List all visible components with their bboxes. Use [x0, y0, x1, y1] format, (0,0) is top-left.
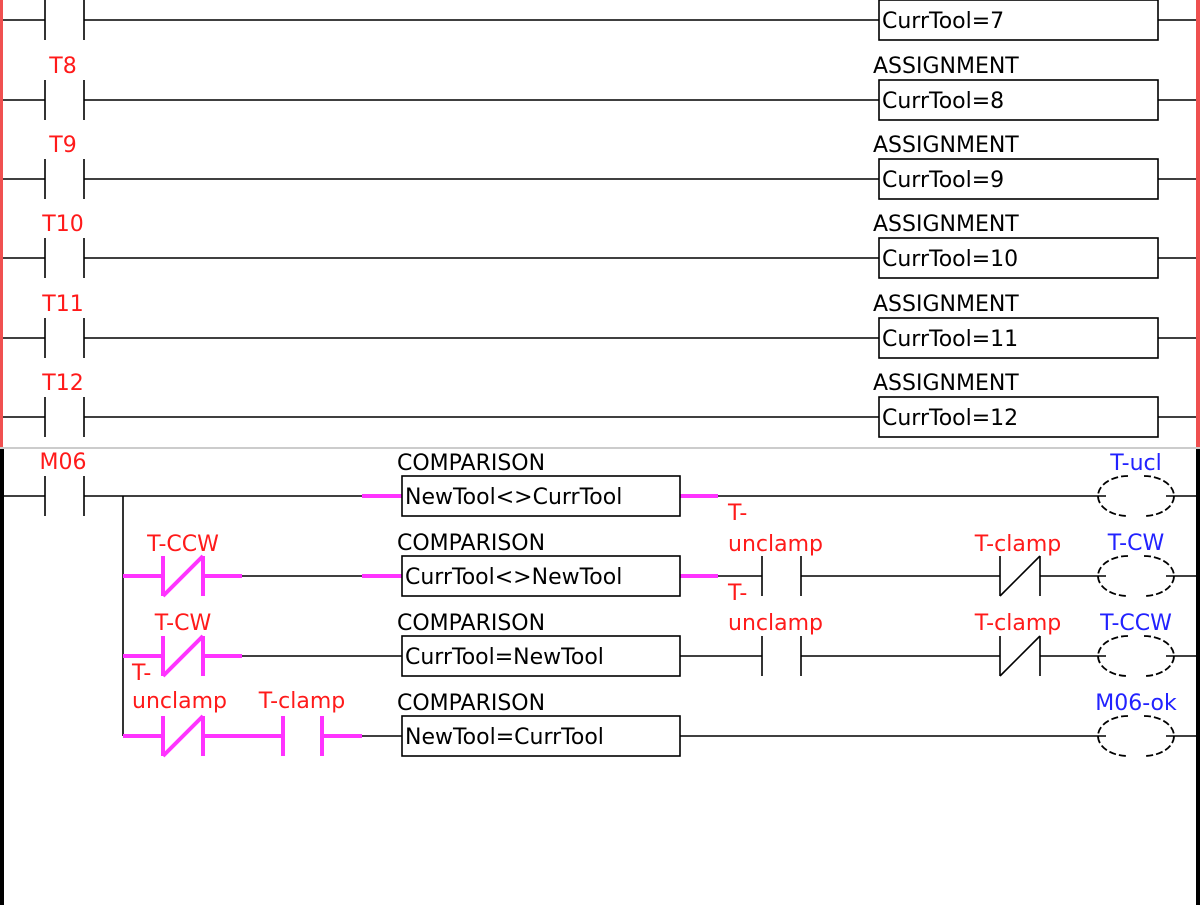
- contact-t-unclamp[interactable]: [760, 634, 803, 678]
- contact-label: T9: [48, 133, 76, 158]
- comparison-block[interactable]: [401, 715, 681, 757]
- block-type-label: ASSIGNMENT: [873, 212, 1019, 237]
- block-expression: CurrTool=9: [882, 168, 1004, 193]
- contact-label: M06: [40, 450, 87, 475]
- left-power-rail: [0, 449, 4, 905]
- coil-arc-right: [1143, 475, 1175, 517]
- coil-arc-right: [1143, 715, 1175, 757]
- left-power-rail: [0, 0, 3, 447]
- coil-arc-right: [1143, 635, 1175, 677]
- coil-arc-left: [1097, 715, 1129, 757]
- block-type-label: COMPARISON: [397, 691, 545, 716]
- contact-label: T-: [727, 581, 747, 606]
- assignment-block[interactable]: [878, 79, 1159, 121]
- contact-slash: [161, 714, 205, 758]
- coil-label: T-CW: [1107, 531, 1165, 556]
- contact-label: unclamp: [728, 611, 823, 636]
- block-type-label: ASSIGNMENT: [873, 371, 1019, 396]
- contact-t-unclamp[interactable]: [760, 554, 803, 598]
- block-expression: CurrTool=7: [882, 9, 1004, 34]
- contact-T9[interactable]: [43, 157, 86, 201]
- coil-arc-left: [1097, 555, 1129, 597]
- block-expression: CurrTool=NewTool: [405, 645, 604, 670]
- contact-t-clamp[interactable]: [998, 554, 1042, 598]
- contact-T10[interactable]: [43, 236, 86, 280]
- coil-arc-right: [1143, 555, 1175, 597]
- block-expression: NewTool=CurrTool: [405, 725, 604, 750]
- coil-label: M06-ok: [1095, 691, 1177, 716]
- contact-T8[interactable]: [43, 78, 86, 122]
- contact-label: T8: [48, 54, 76, 79]
- block-type-label: COMPARISON: [397, 531, 545, 556]
- contact-label: unclamp: [728, 532, 823, 557]
- block-expression: CurrTool=8: [882, 89, 1004, 114]
- coil-t-ucl[interactable]: [1105, 474, 1167, 518]
- coil-arc-left: [1097, 475, 1129, 517]
- block-type-label: ASSIGNMENT: [873, 133, 1019, 158]
- contact-t-unclamp[interactable]: [161, 714, 205, 758]
- assignment-block[interactable]: [878, 0, 1159, 41]
- contact-label: unclamp: [132, 689, 227, 714]
- contact-t-cw[interactable]: [161, 634, 205, 678]
- contact-t7[interactable]: [43, 0, 86, 42]
- contact-slash: [999, 555, 1041, 597]
- comparison-block[interactable]: [401, 475, 681, 517]
- contact-slash: [999, 635, 1041, 677]
- contact-label: T-: [727, 501, 747, 526]
- contact-label: T-CCW: [146, 532, 219, 557]
- block-type-label: ASSIGNMENT: [873, 292, 1019, 317]
- block-type-label: COMPARISON: [397, 451, 545, 476]
- contact-label: T12: [41, 371, 83, 396]
- contact-t-clamp[interactable]: [281, 714, 324, 758]
- block-expression: CurrTool=10: [882, 247, 1018, 272]
- contact-label: T-clamp: [974, 532, 1061, 557]
- block-type-label: COMPARISON: [397, 611, 545, 636]
- contact-label: T-CW: [154, 611, 212, 636]
- coil-t-cw[interactable]: [1105, 554, 1167, 598]
- contact-t-clamp[interactable]: [998, 634, 1042, 678]
- contact-slash: [161, 554, 205, 598]
- coil-label: T-ucl: [1109, 451, 1162, 476]
- assignment-block[interactable]: [878, 158, 1159, 200]
- comparison-block[interactable]: [401, 555, 681, 597]
- contact-label: T-clamp: [974, 611, 1061, 636]
- contact-label: T11: [41, 292, 83, 317]
- assignment-block[interactable]: [878, 237, 1159, 279]
- assignment-block[interactable]: [878, 317, 1159, 359]
- coil-t-ccw[interactable]: [1105, 634, 1167, 678]
- block-type-label: ASSIGNMENT: [873, 54, 1019, 79]
- contact-T11[interactable]: [43, 316, 86, 360]
- coil-m06-ok[interactable]: [1105, 714, 1167, 758]
- contact-label: T-: [131, 661, 151, 686]
- right-power-rail: [1196, 0, 1200, 447]
- contact-t-ccw[interactable]: [161, 554, 205, 598]
- contact-label: T-clamp: [258, 689, 345, 714]
- assignment-block[interactable]: [878, 396, 1159, 438]
- block-expression: CurrTool=11: [882, 327, 1018, 352]
- block-expression: CurrTool<>NewTool: [405, 565, 622, 590]
- coil-arc-left: [1097, 635, 1129, 677]
- contact-T12[interactable]: [43, 395, 86, 439]
- comparison-block[interactable]: [401, 635, 681, 677]
- coil-label: T-CCW: [1099, 611, 1172, 636]
- contact-m06[interactable]: [43, 474, 86, 518]
- block-expression: NewTool<>CurrTool: [405, 485, 622, 510]
- selected-rung-group[interactable]: [0, 0, 1200, 447]
- contact-slash: [161, 634, 205, 678]
- right-power-rail: [1196, 449, 1200, 905]
- contact-label: T10: [41, 212, 83, 237]
- block-expression: CurrTool=12: [882, 406, 1018, 431]
